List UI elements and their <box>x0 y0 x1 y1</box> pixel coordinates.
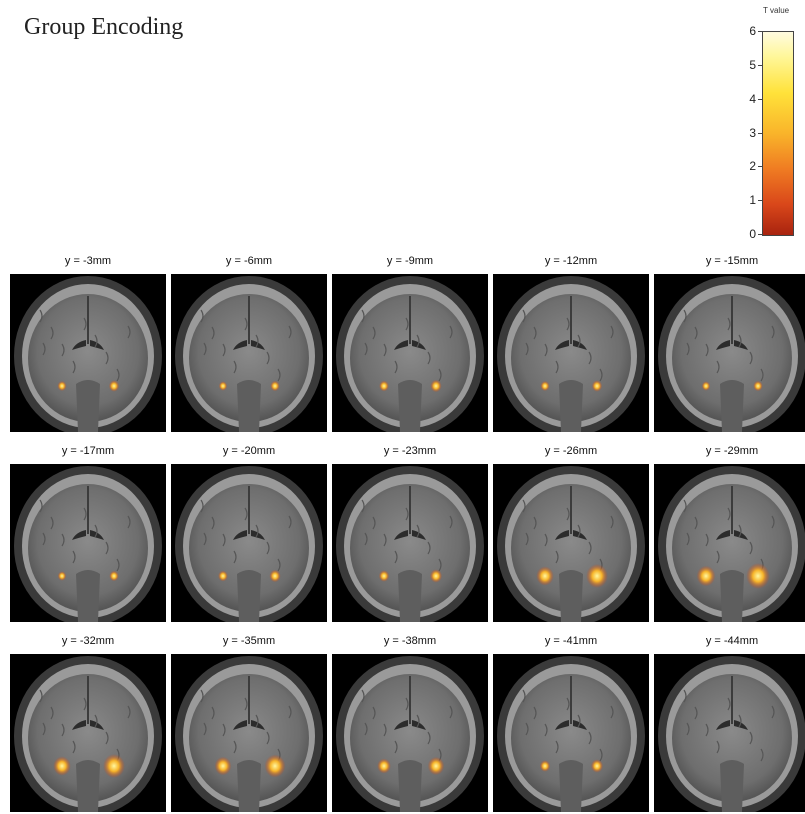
colorbar-tick-mark <box>758 31 762 32</box>
activation-cluster <box>427 756 445 776</box>
brain-slice-panel: y = -44mm <box>654 634 805 814</box>
brain-slice-panel: y = -38mm <box>332 634 488 814</box>
activation-cluster <box>108 380 120 392</box>
colorbar-tick-mark <box>758 64 762 66</box>
slice-coordinate-label: y = -9mm <box>386 255 434 267</box>
activation-cluster <box>429 569 443 583</box>
slice-coordinate-label: y = -17mm <box>61 445 115 457</box>
coronal-mri-slice <box>332 654 488 812</box>
coronal-mri-slice <box>654 464 805 622</box>
colorbar-tick-mark <box>758 98 762 100</box>
coronal-mri-slice <box>332 274 488 432</box>
coronal-mri-slice <box>10 274 166 432</box>
activation-cluster <box>753 380 763 392</box>
brain-slice-panel: y = -17mm <box>10 444 166 624</box>
colorbar-tick-label: 1 <box>749 193 756 208</box>
coronal-mri-slice <box>10 654 166 812</box>
brain-slice-panel: y = -9mm <box>332 254 488 434</box>
coronal-mri-slice <box>332 464 488 622</box>
activation-cluster <box>539 760 551 772</box>
colorbar-tick-label: 6 <box>749 24 756 38</box>
slice-coordinate-label: y = -23mm <box>383 445 437 457</box>
slice-coordinate-label: y = -32mm <box>61 635 115 647</box>
brain-slice-panel: y = -35mm <box>171 634 327 814</box>
activation-cluster <box>218 381 228 391</box>
coronal-mri-slice <box>493 274 649 432</box>
colorbar-tick-label: 0 <box>749 227 756 241</box>
slice-coordinate-label: y = -15mm <box>705 255 759 267</box>
coronal-mri-slice <box>654 654 805 812</box>
brain-slice-panel: y = -6mm <box>171 254 327 434</box>
coronal-mri-slice <box>171 274 327 432</box>
activation-cluster <box>377 758 391 774</box>
activation-cluster <box>378 570 390 582</box>
brain-slice-panel: y = -26mm <box>493 444 649 624</box>
colorbar-tick-label: 5 <box>749 57 756 72</box>
activation-cluster <box>264 754 286 778</box>
activation-cluster <box>103 753 125 779</box>
colorbar-label: T value <box>763 6 790 15</box>
activation-cluster <box>590 759 604 773</box>
coronal-mri-slice <box>493 464 649 622</box>
brain-slice-panel: y = -15mm <box>654 254 805 434</box>
brain-slice-panel: y = -29mm <box>654 444 805 624</box>
brain-slice-panel: y = -3mm <box>10 254 166 434</box>
activation-cluster <box>591 380 603 392</box>
activation-cluster <box>218 570 228 582</box>
brain-slice-panel: y = -32mm <box>10 634 166 814</box>
colorbar-tick-mark <box>758 166 762 168</box>
activation-cluster <box>57 571 67 581</box>
colorbar-tick-mark <box>758 132 762 134</box>
slice-coordinate-label: y = -6mm <box>225 255 273 267</box>
activation-cluster <box>701 381 711 391</box>
slice-coordinate-label: y = -26mm <box>544 445 598 457</box>
brain-slice-panel: y = -23mm <box>332 444 488 624</box>
activation-cluster <box>586 563 608 589</box>
activation-cluster <box>269 569 281 583</box>
slice-coordinate-label: y = -41mm <box>544 635 598 647</box>
slice-coordinate-label: y = -12mm <box>544 255 598 267</box>
coronal-mri-slice <box>171 464 327 622</box>
colorbar-tick-mark <box>758 234 762 235</box>
activation-cluster <box>109 570 119 582</box>
colorbar: T value 6 5 4 3 2 1 0 <box>730 4 805 244</box>
activation-cluster <box>214 756 232 776</box>
brain-slice-panel: y = -41mm <box>493 634 649 814</box>
figure-title: Group Encoding <box>24 14 184 40</box>
brain-slice-panel: y = -12mm <box>493 254 649 434</box>
coronal-mri-slice <box>171 654 327 812</box>
slice-coordinate-label: y = -20mm <box>222 445 276 457</box>
activation-cluster <box>270 380 280 392</box>
activation-cluster <box>57 380 67 392</box>
colorbar-tick-label: 3 <box>749 125 756 140</box>
slice-coordinate-label: y = -3mm <box>64 255 112 267</box>
activation-cluster <box>536 566 554 586</box>
colorbar-gradient <box>762 31 794 236</box>
activation-cluster <box>53 756 71 776</box>
activation-cluster <box>540 380 550 392</box>
colorbar-tick-mark <box>758 200 762 202</box>
colorbar-tick-label: 2 <box>749 159 756 174</box>
slice-coordinate-label: y = -35mm <box>222 635 276 647</box>
activation-cluster <box>696 565 716 587</box>
activation-cluster <box>746 563 770 589</box>
colorbar-tick-label: 4 <box>749 91 756 106</box>
brain-slice-panel: y = -20mm <box>171 444 327 624</box>
coronal-mri-slice <box>10 464 166 622</box>
activation-cluster <box>430 379 442 393</box>
slice-coordinate-label: y = -29mm <box>705 445 759 457</box>
slice-coordinate-label: y = -38mm <box>383 635 437 647</box>
coronal-mri-slice <box>654 274 805 432</box>
slice-coordinate-label: y = -44mm <box>705 635 759 647</box>
activation-cluster <box>379 380 389 392</box>
coronal-mri-slice <box>493 654 649 812</box>
